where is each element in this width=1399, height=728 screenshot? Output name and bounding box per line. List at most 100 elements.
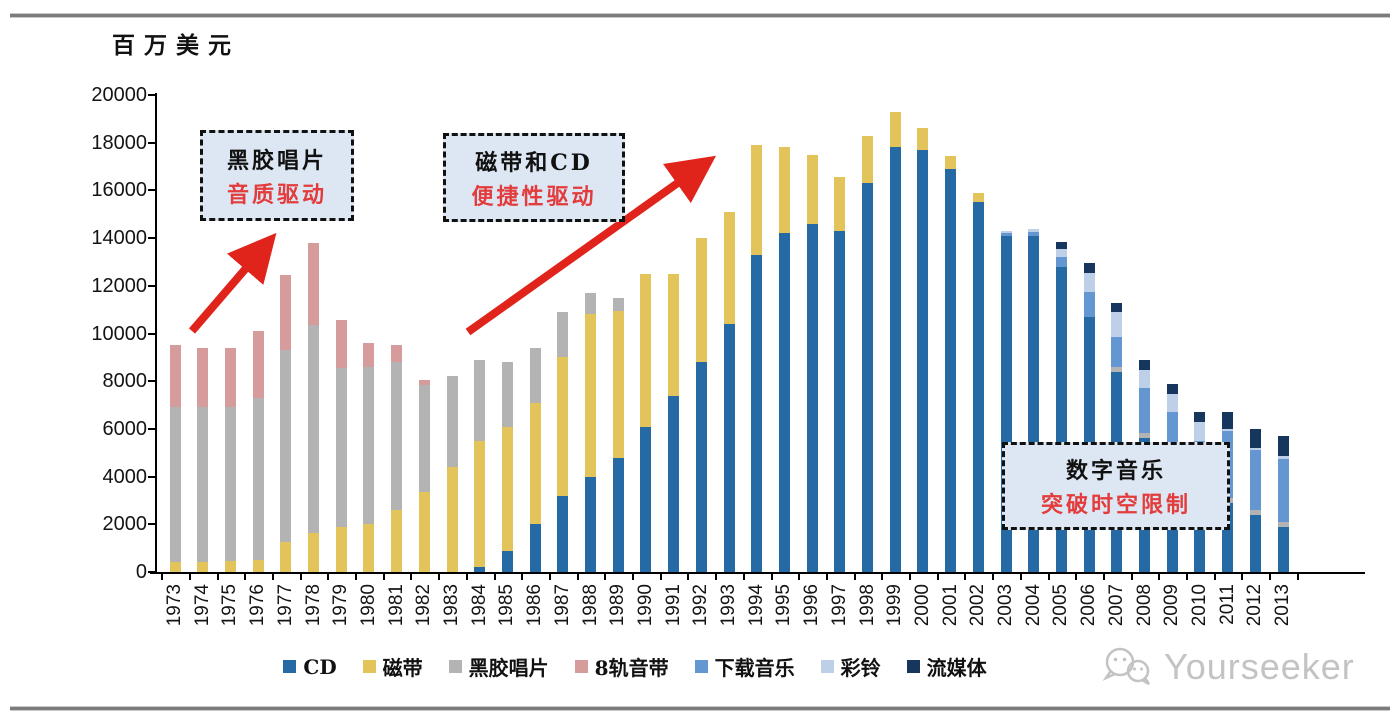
x-label-1985: 1985 (496, 584, 518, 627)
x-tick (1075, 574, 1078, 580)
bar-segment-cd (640, 426, 652, 572)
x-label-1988: 1988 (579, 584, 601, 627)
x-tick (1130, 574, 1133, 580)
x-label-2000: 2000 (911, 584, 933, 627)
y-tick-label: 0 (135, 561, 147, 583)
bar-segment-ringtone (1277, 456, 1289, 459)
x-label-2004: 2004 (1022, 584, 1044, 627)
bar-segment-download (1055, 257, 1067, 267)
x-tick (1047, 574, 1050, 580)
bar-1986 (529, 95, 541, 572)
bar-segment-eight_track (280, 275, 292, 351)
legend-label-streaming: 流媒体 (926, 656, 987, 680)
y-tick-label: 8000 (102, 370, 148, 393)
bar-1992 (695, 95, 707, 572)
bar-segment-cd (917, 149, 929, 572)
x-tick (1269, 574, 1272, 580)
bar-1991 (668, 95, 680, 572)
bar-segment-streaming (1166, 383, 1178, 394)
bar-segment-vinyl (280, 350, 292, 543)
bar-segment-cd (1028, 235, 1040, 572)
bar-segment-cassette (917, 128, 929, 150)
bar-1993 (723, 95, 735, 572)
bar-segment-cd (1222, 502, 1234, 572)
bar-segment-eight_track (252, 331, 264, 398)
x-tick (465, 574, 468, 580)
bar-segment-streaming (1249, 428, 1261, 448)
bar-segment-ringtone (1055, 248, 1067, 258)
callout-digital-subtitle: 突破时空限制 (1040, 492, 1191, 518)
bar-segment-cd (1055, 266, 1067, 572)
bar-2012 (1249, 95, 1261, 572)
bar-segment-eight_track (308, 242, 319, 326)
y-tick-label: 16000 (91, 179, 147, 202)
bar-segment-cd (529, 524, 541, 572)
x-tick (1102, 574, 1105, 580)
x-tick (1186, 574, 1189, 580)
bar-segment-cassette (446, 467, 458, 572)
legend-swatch-eight_track (574, 660, 588, 673)
callout-cd-title: 磁带和CD (475, 149, 593, 176)
bar-segment-eight_track (391, 345, 403, 363)
bar-segment-vinyl (363, 366, 375, 525)
callout-cd-era: 磁带和CD 便捷性驱动 (443, 133, 625, 222)
bar-segment-cd (806, 223, 818, 572)
x-tick (355, 574, 358, 580)
bar-segment-cassette (806, 154, 818, 224)
callout-digital-title: 数字音乐 (1065, 458, 1166, 484)
bar-segment-vinyl (612, 297, 624, 311)
bar-segment-vinyl (252, 397, 264, 561)
bar-segment-cd (501, 550, 513, 572)
x-label-1998: 1998 (856, 584, 878, 627)
bar-segment-cassette (557, 357, 569, 496)
bar-segment-vinyl (1249, 510, 1261, 515)
y-tick (148, 475, 156, 478)
legend-swatch-vinyl (448, 660, 462, 673)
bar-segment-download (1277, 458, 1289, 522)
bar-segment-cassette (778, 147, 790, 234)
bar-1982 (418, 95, 430, 572)
x-tick (770, 574, 773, 580)
bar-2013 (1277, 95, 1289, 572)
x-label-2003: 2003 (995, 584, 1016, 627)
bar-segment-cd (1194, 488, 1206, 572)
bar-segment-cassette (308, 532, 319, 572)
x-tick (992, 574, 995, 580)
bar-segment-cassette (501, 426, 513, 551)
y-tick-label: 18000 (91, 131, 147, 154)
bar-segment-eight_track (197, 347, 209, 408)
y-tick-label: 20000 (91, 84, 147, 106)
y-tick (148, 427, 156, 430)
x-label-1980: 1980 (357, 584, 379, 627)
legend-item-download: 下载音乐 (694, 652, 795, 681)
bar-1974 (197, 95, 209, 572)
x-label-1991: 1991 (662, 584, 684, 627)
bar-2004 (1028, 95, 1040, 572)
y-tick (148, 237, 156, 240)
bar-segment-ringtone (1000, 230, 1012, 234)
legend-item-ringtone: 彩铃 (820, 652, 881, 681)
x-label-2007: 2007 (1105, 584, 1127, 627)
bar-segment-cd (557, 495, 569, 572)
bar-segment-cd (834, 230, 846, 572)
y-tick-label: 2000 (102, 513, 148, 536)
y-tick-label: 10000 (91, 322, 147, 345)
callout-cd-subtitle: 便捷性驱动 (471, 183, 597, 210)
bar-segment-cassette (169, 562, 181, 572)
bar-segment-vinyl (1139, 432, 1150, 439)
x-label-1999: 1999 (884, 584, 906, 627)
bar-1984 (474, 95, 486, 572)
x-tick (493, 574, 496, 580)
bar-segment-cassette (363, 524, 375, 572)
y-tick (148, 571, 156, 573)
bar-segment-cd (668, 395, 680, 572)
x-tick (964, 574, 967, 580)
x-label-1990: 1990 (634, 584, 656, 627)
bar-segment-cassette (252, 560, 264, 572)
x-tick (1019, 574, 1022, 580)
bar-segment-eight_track (169, 345, 181, 408)
x-label-1993: 1993 (718, 584, 739, 627)
bar-segment-cassette (972, 192, 984, 203)
x-label-1994: 1994 (745, 584, 767, 627)
bar-segment-streaming (1083, 263, 1095, 273)
